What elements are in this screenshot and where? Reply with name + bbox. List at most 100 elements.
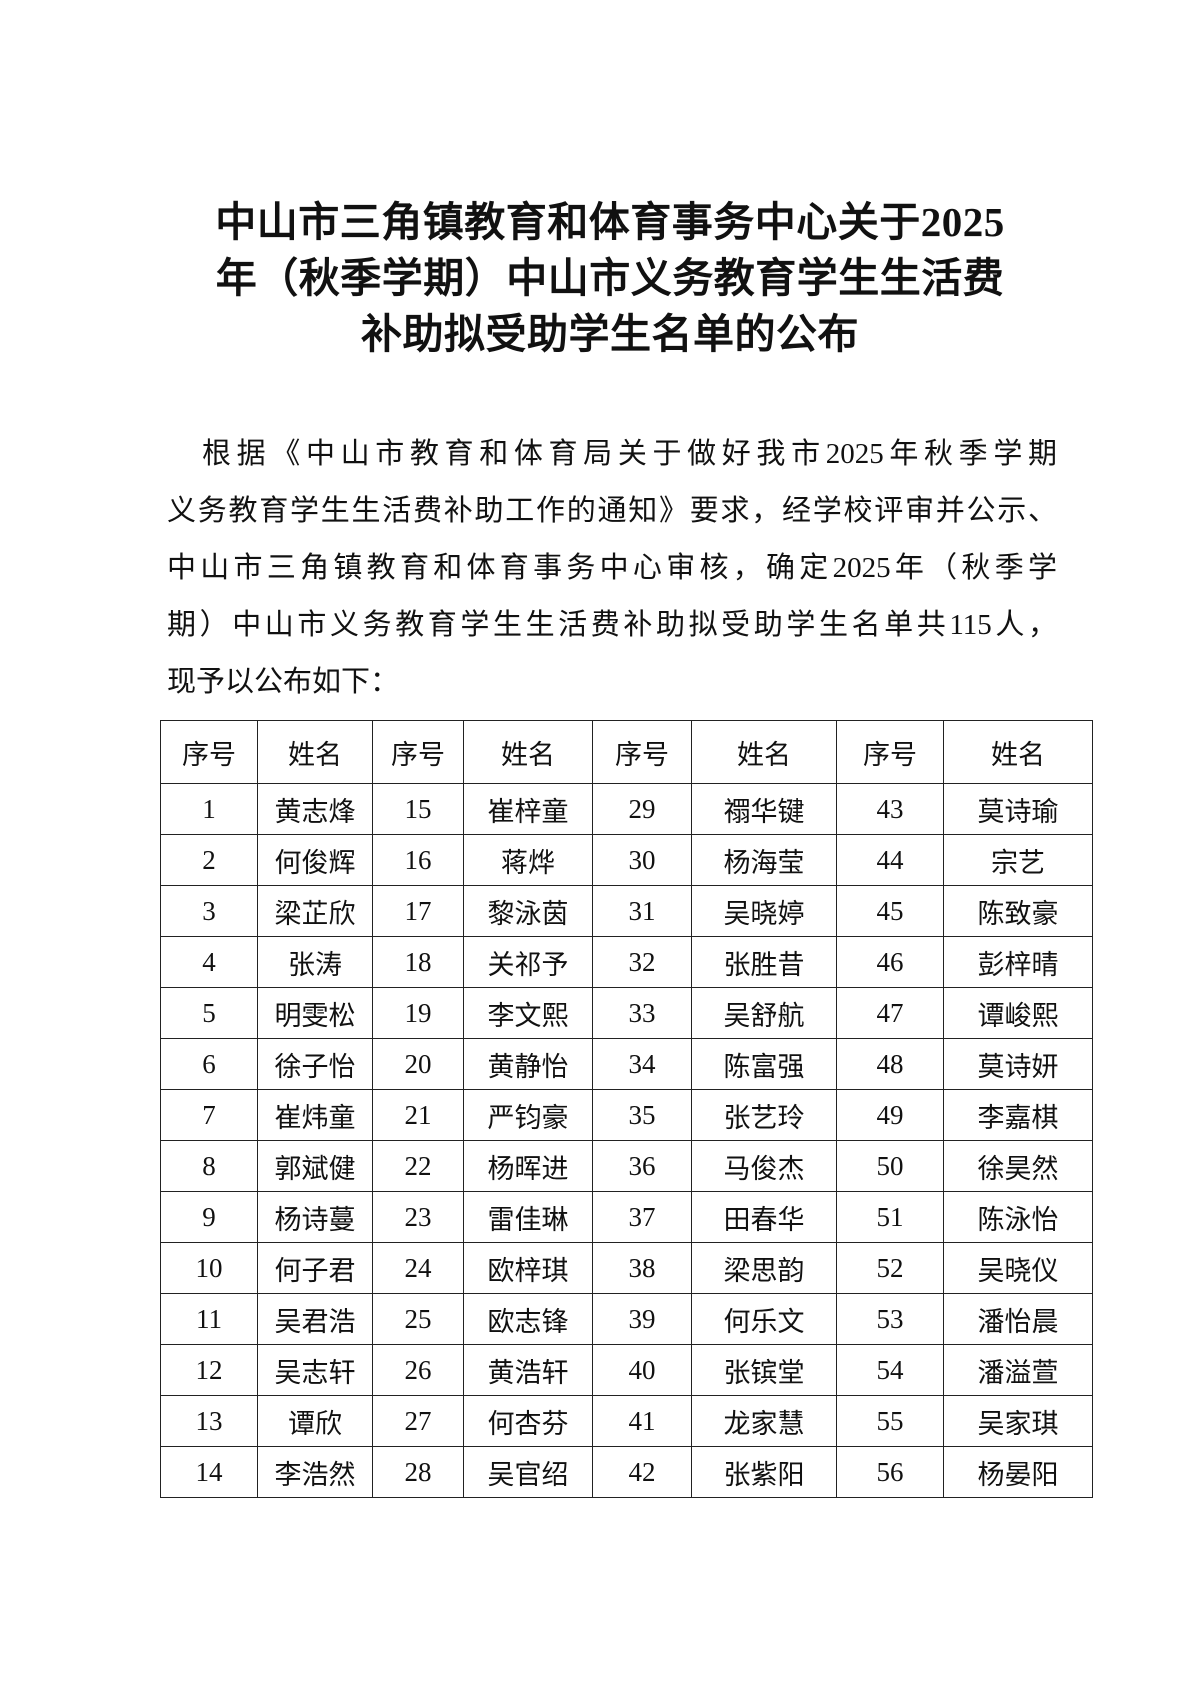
cell-student-name: 梁芷欣 (257, 885, 373, 937)
cell-student-name: 黄静怡 (463, 1038, 593, 1090)
cell-student-name: 蒋烨 (463, 834, 593, 886)
table-row: 5 明雯松 19 李文熙 33 吴舒航 47 谭峻熙 (160, 987, 1093, 1039)
cell-student-name: 黎泳茵 (463, 885, 593, 937)
cell-number: 51 (836, 1191, 944, 1243)
body-paragraph: 根据《中山市教育和体育局关于做好我市2025年秋季学期 义务教育学生生活费补助工… (167, 426, 1057, 711)
cell-number: 55 (836, 1395, 944, 1447)
title-line: 年（秋季学期）中山市义务教育学生生活费 (215, 255, 1005, 301)
cell-number: 48 (836, 1038, 944, 1090)
cell-student-name: 陈富强 (691, 1038, 837, 1090)
cell-student-name: 徐子怡 (257, 1038, 373, 1090)
cell-student-name: 吴官绍 (463, 1446, 593, 1498)
cell-student-name: 宗艺 (943, 834, 1093, 886)
cell-student-name: 谭峻熙 (943, 987, 1093, 1039)
cell-student-name: 李嘉棋 (943, 1089, 1093, 1141)
cell-number: 47 (836, 987, 944, 1039)
table-row: 4 张涛 18 关祁予 32 张胜昔 46 彭梓晴 (160, 936, 1093, 988)
cell-number: 33 (592, 987, 692, 1039)
cell-number: 21 (372, 1089, 464, 1141)
cell-student-name: 吴志轩 (257, 1344, 373, 1396)
cell-number: 34 (592, 1038, 692, 1090)
cell-student-name: 欧志锋 (463, 1293, 593, 1345)
table-row: 13 谭欣 27 何杏芬 41 龙家慧 55 吴家琪 (160, 1395, 1093, 1447)
table-row: 3 梁芷欣 17 黎泳茵 31 吴晓婷 45 陈致豪 (160, 885, 1093, 937)
cell-number: 1 (160, 783, 258, 835)
cell-student-name: 雷佳琳 (463, 1191, 593, 1243)
header-name: 姓名 (257, 720, 373, 784)
cell-number: 43 (836, 783, 944, 835)
cell-student-name: 崔梓童 (463, 783, 593, 835)
cell-number: 54 (836, 1344, 944, 1396)
cell-student-name: 欧梓琪 (463, 1242, 593, 1294)
table-row: 10 何子君 24 欧梓琪 38 梁思韵 52 吴晓仪 (160, 1242, 1093, 1294)
cell-number: 3 (160, 885, 258, 937)
cell-number: 41 (592, 1395, 692, 1447)
cell-number: 22 (372, 1140, 464, 1192)
header-number: 序号 (592, 720, 692, 784)
cell-number: 16 (372, 834, 464, 886)
cell-student-name: 张胜昔 (691, 936, 837, 988)
cell-number: 44 (836, 834, 944, 886)
cell-number: 52 (836, 1242, 944, 1294)
cell-number: 24 (372, 1242, 464, 1294)
cell-number: 27 (372, 1395, 464, 1447)
cell-student-name: 崔炜童 (257, 1089, 373, 1141)
cell-number: 11 (160, 1293, 258, 1345)
document-title: 中山市三角镇教育和体育事务中心关于2025 年（秋季学期）中山市义务教育学生生活… (160, 194, 1060, 362)
cell-number: 53 (836, 1293, 944, 1345)
cell-student-name: 禤华键 (691, 783, 837, 835)
cell-student-name: 黄浩轩 (463, 1344, 593, 1396)
cell-student-name: 吴晓婷 (691, 885, 837, 937)
cell-number: 4 (160, 936, 258, 988)
cell-number: 18 (372, 936, 464, 988)
cell-number: 56 (836, 1446, 944, 1498)
header-number: 序号 (836, 720, 944, 784)
cell-student-name: 吴君浩 (257, 1293, 373, 1345)
cell-number: 30 (592, 834, 692, 886)
student-list-table: 序号 姓名 序号 姓名 序号 姓名 序号 姓名 1 黄志烽 15 崔梓童 29 禤华键 43 莫诗瑜 2 何俊辉… (160, 720, 1093, 1498)
cell-student-name: 龙家慧 (691, 1395, 837, 1447)
cell-number: 6 (160, 1038, 258, 1090)
table-row: 11 吴君浩 25 欧志锋 39 何乐文 53 潘怡晨 (160, 1293, 1093, 1345)
cell-number: 9 (160, 1191, 258, 1243)
cell-student-name: 吴舒航 (691, 987, 837, 1039)
header-number: 序号 (372, 720, 464, 784)
cell-student-name: 杨诗蔓 (257, 1191, 373, 1243)
table-row: 9 杨诗蔓 23 雷佳琳 37 田春华 51 陈泳怡 (160, 1191, 1093, 1243)
cell-number: 35 (592, 1089, 692, 1141)
cell-student-name: 马俊杰 (691, 1140, 837, 1192)
header-name: 姓名 (463, 720, 593, 784)
cell-number: 31 (592, 885, 692, 937)
cell-student-name: 彭梓晴 (943, 936, 1093, 988)
cell-student-name: 何子君 (257, 1242, 373, 1294)
cell-number: 38 (592, 1242, 692, 1294)
cell-student-name: 杨海莹 (691, 834, 837, 886)
cell-student-name: 明雯松 (257, 987, 373, 1039)
cell-number: 8 (160, 1140, 258, 1192)
paragraph-line: 现予以公布如下： (167, 666, 400, 698)
cell-student-name: 田春华 (691, 1191, 837, 1243)
paragraph-line: 期）中山市义务教育学生生活费补助拟受助学生名单共115人， (167, 609, 1057, 641)
paragraph-line: 中山市三角镇教育和体育事务中心审核，确定2025年（秋季学 (167, 552, 1057, 584)
cell-number: 20 (372, 1038, 464, 1090)
cell-number: 46 (836, 936, 944, 988)
cell-student-name: 陈泳怡 (943, 1191, 1093, 1243)
cell-student-name: 谭欣 (257, 1395, 373, 1447)
cell-number: 39 (592, 1293, 692, 1345)
cell-student-name: 关祁予 (463, 936, 593, 988)
cell-student-name: 张镔堂 (691, 1344, 837, 1396)
cell-student-name: 何俊辉 (257, 834, 373, 886)
cell-student-name: 张艺玲 (691, 1089, 837, 1141)
cell-number: 45 (836, 885, 944, 937)
table-row: 8 郭斌健 22 杨晖进 36 马俊杰 50 徐昊然 (160, 1140, 1093, 1192)
cell-number: 15 (372, 783, 464, 835)
cell-student-name: 吴晓仪 (943, 1242, 1093, 1294)
cell-number: 26 (372, 1344, 464, 1396)
cell-number: 42 (592, 1446, 692, 1498)
cell-student-name: 严钧豪 (463, 1089, 593, 1141)
cell-student-name: 潘溢萱 (943, 1344, 1093, 1396)
cell-number: 25 (372, 1293, 464, 1345)
cell-student-name: 杨晖进 (463, 1140, 593, 1192)
header-number: 序号 (160, 720, 258, 784)
cell-student-name: 莫诗瑜 (943, 783, 1093, 835)
